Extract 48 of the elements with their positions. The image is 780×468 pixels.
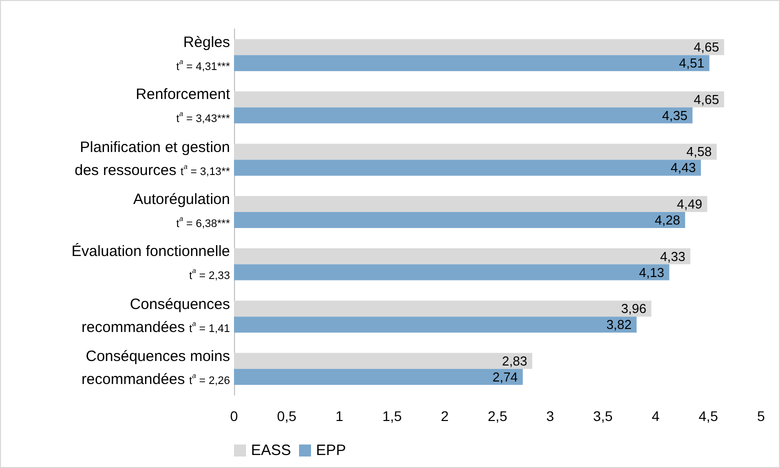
x-tick-label: 1 bbox=[336, 408, 344, 424]
data-label: 4,65 bbox=[694, 92, 720, 107]
data-label: 2,83 bbox=[502, 353, 528, 368]
bar bbox=[234, 91, 724, 108]
x-tick-label: 2,5 bbox=[488, 408, 508, 424]
bar bbox=[234, 300, 652, 317]
data-label: 3,96 bbox=[621, 301, 646, 316]
x-tick-label: 3,5 bbox=[593, 408, 613, 424]
y-tick-label: Renforcement t$^{a}$ = 3,43*** bbox=[136, 86, 230, 126]
x-tick-label: 3 bbox=[546, 408, 554, 424]
y-tick-label: Conséquences recommandées t$^{a}$ = 1,41 bbox=[82, 296, 230, 336]
x-tick-label: 4,5 bbox=[698, 408, 718, 424]
bar bbox=[234, 144, 717, 160]
bar bbox=[234, 196, 708, 212]
data-label: 4,58 bbox=[686, 144, 712, 160]
data-label: 3,82 bbox=[606, 317, 632, 332]
x-tick-label: 0 bbox=[230, 408, 238, 424]
data-label: 4,33 bbox=[660, 248, 686, 264]
data-label: 4,28 bbox=[654, 212, 680, 228]
bar bbox=[234, 368, 523, 385]
bar bbox=[234, 55, 710, 72]
bar bbox=[234, 39, 724, 56]
y-tick-label: Règles t$^{a}$ = 4,31*** bbox=[176, 34, 230, 74]
legend-label: EASS bbox=[251, 442, 292, 459]
data-label: 4,65 bbox=[694, 40, 720, 55]
bar bbox=[234, 212, 686, 228]
y-tick-label: Autorégulation t$^{a}$ = 6,38*** bbox=[133, 191, 230, 230]
x-tick-label: 2 bbox=[440, 408, 449, 424]
data-label: 2,74 bbox=[492, 369, 518, 384]
y-tick-label: Conséquences moins recommandées t$^{a}$ = 2,26 bbox=[82, 348, 230, 388]
x-tick-label: 5 bbox=[757, 408, 766, 424]
y-tick-label: Évaluation fonctionnelle t$^{a}$ = 2,33 bbox=[72, 243, 230, 282]
x-tick-label: 0,5 bbox=[276, 408, 297, 424]
bar bbox=[234, 352, 532, 369]
bar bbox=[234, 248, 690, 264]
legend-label: EPP bbox=[316, 442, 346, 459]
data-label: 4,49 bbox=[676, 196, 702, 212]
x-tick-label: 4 bbox=[652, 408, 660, 424]
y-tick-label: Planification et gestion des ressources t$^{a}$ = 3,13** bbox=[74, 138, 230, 179]
bar bbox=[234, 316, 637, 333]
bar bbox=[234, 264, 670, 280]
bar bbox=[234, 160, 701, 176]
data-label: 4,13 bbox=[638, 264, 664, 280]
data-label: 4,51 bbox=[679, 56, 704, 71]
bar bbox=[234, 107, 692, 124]
data-label: 4,35 bbox=[662, 108, 688, 123]
data-label: 4,43 bbox=[670, 160, 696, 176]
x-tick-label: 1,5 bbox=[382, 408, 402, 424]
